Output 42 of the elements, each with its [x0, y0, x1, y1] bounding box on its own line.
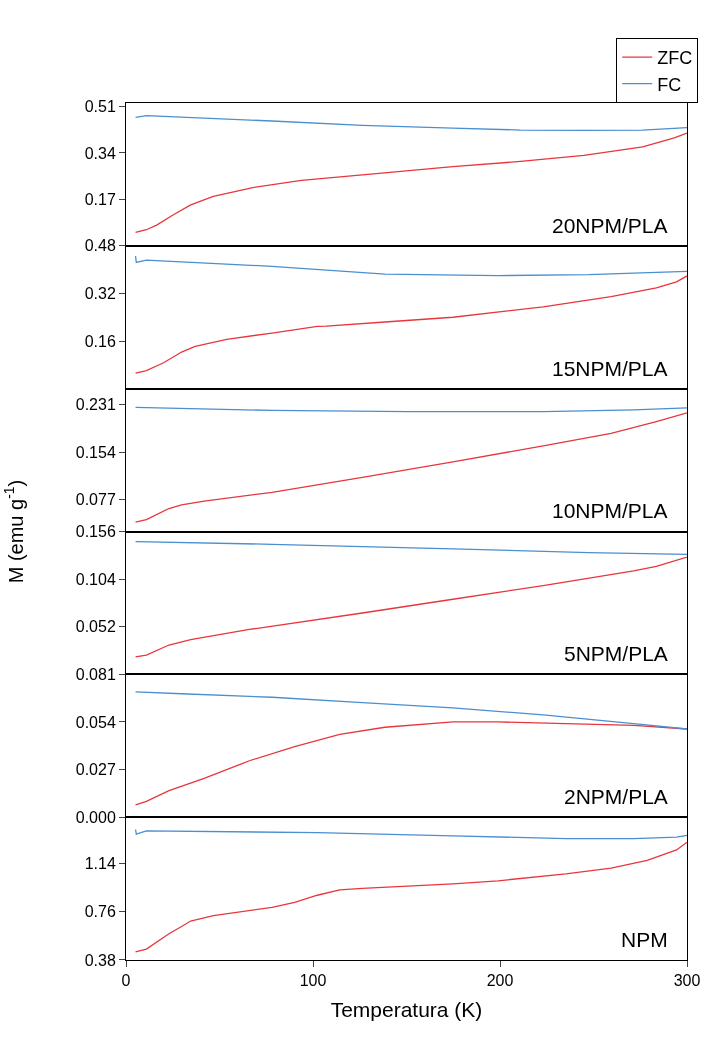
y-tick-label: 0.16 [84, 332, 116, 350]
y-tick-label: 0.156 [75, 523, 116, 541]
y-tick-label: 0.077 [75, 491, 116, 509]
y-tick-label: 0.76 [84, 903, 116, 921]
y-tick-label: 0.32 [84, 285, 116, 303]
x-axis-title: Temperatura (K) [330, 998, 483, 1022]
annotation: 5NPM/PLA [564, 642, 668, 665]
line-series [134, 691, 687, 730]
annotation: 10NPM/PLA [552, 499, 668, 522]
y-tick-label: 0.231 [75, 395, 116, 413]
line-series [134, 255, 687, 277]
y-tick-label: 0.38 [84, 951, 116, 969]
y-tick-label: 0.104 [75, 570, 116, 588]
legend-label: ZFC [657, 48, 693, 69]
line-series [134, 132, 687, 234]
y-tick-label: 0.054 [75, 713, 116, 731]
annotation: NPM [621, 928, 668, 951]
y-tick-label: 0.34 [84, 144, 116, 162]
line-series [134, 114, 687, 131]
y-tick-label: 0.154 [75, 443, 116, 461]
y-tick-label: 0.052 [75, 618, 116, 636]
y-tick-label: 1.14 [84, 855, 116, 873]
x-tick-label: 200 [486, 972, 514, 990]
x-tick-label: 300 [673, 972, 701, 990]
line-series [134, 275, 687, 374]
y-tick-label: 0.000 [75, 808, 116, 826]
annotation: 15NPM/PLA [552, 357, 668, 380]
line-series [134, 412, 687, 523]
y-tick-label: 0.081 [75, 665, 116, 683]
y-tick-label: 0.51 [84, 98, 116, 116]
legend-label: FC [657, 74, 682, 95]
y-tick-label: 0.17 [84, 191, 116, 209]
line-series [134, 828, 687, 840]
x-tick-label: 100 [299, 972, 327, 990]
y-tick-label: 0.48 [84, 237, 116, 255]
line-series [134, 540, 687, 556]
y-tick-label: 0.027 [75, 761, 116, 779]
annotation: 20NPM/PLA [552, 214, 668, 237]
x-tick-label: 0 [121, 972, 131, 990]
line-series [134, 721, 687, 806]
annotation: 2NPM/PLA [564, 785, 668, 808]
line-series [134, 841, 687, 953]
